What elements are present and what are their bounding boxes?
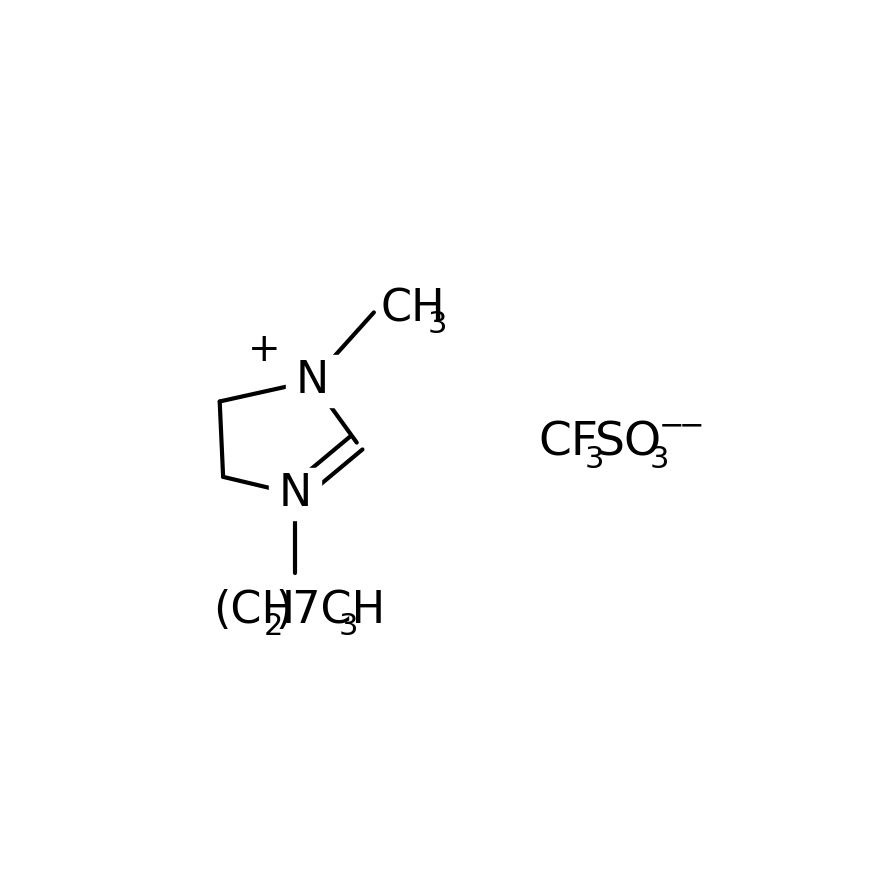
Text: (CH: (CH xyxy=(213,589,295,632)
Text: 3: 3 xyxy=(650,445,669,474)
Text: )7CH: )7CH xyxy=(276,589,386,632)
Polygon shape xyxy=(269,468,321,520)
Text: N: N xyxy=(279,473,312,515)
Text: CH: CH xyxy=(381,287,445,330)
Text: −: − xyxy=(679,411,704,440)
Polygon shape xyxy=(287,355,338,407)
Text: CF: CF xyxy=(538,420,598,465)
Text: +: + xyxy=(248,331,280,369)
Text: −: − xyxy=(659,411,684,440)
Text: 3: 3 xyxy=(585,445,604,474)
Text: 3: 3 xyxy=(339,612,359,642)
Text: 3: 3 xyxy=(427,310,447,338)
Text: SO: SO xyxy=(595,420,661,465)
Text: N: N xyxy=(295,360,328,402)
Text: 2: 2 xyxy=(264,612,284,642)
